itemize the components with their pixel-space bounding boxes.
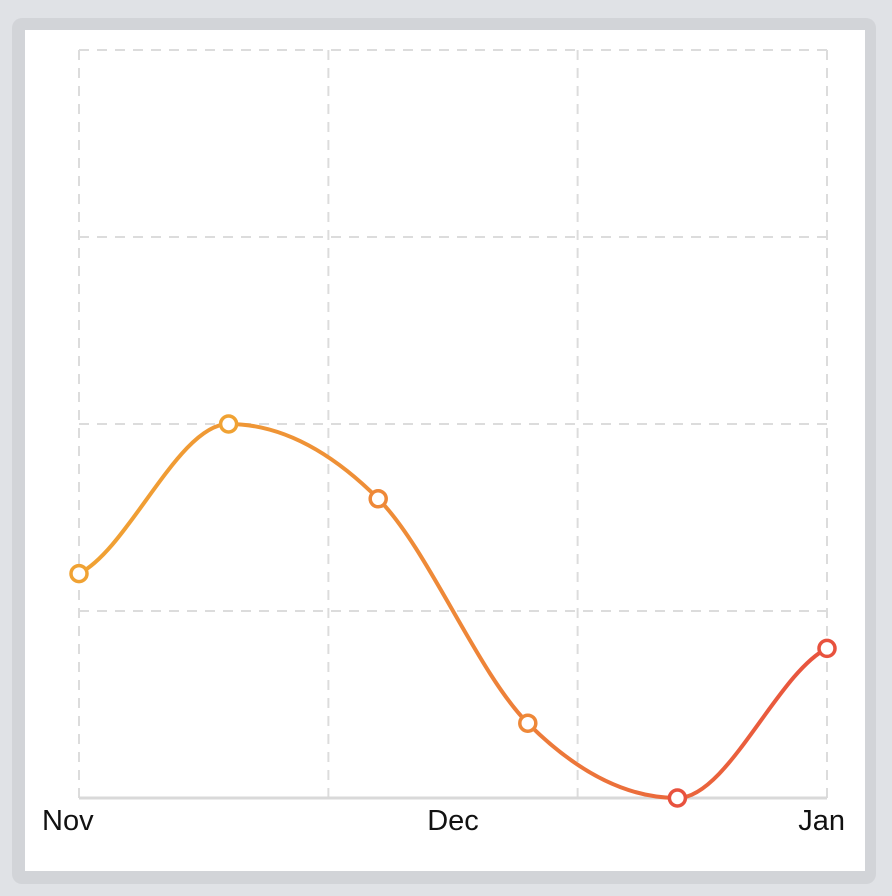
x-tick-label: Nov [42, 805, 94, 837]
data-point-marker [218, 414, 239, 434]
data-point-marker [368, 489, 388, 509]
x-tick-label: Dec [427, 805, 479, 837]
data-point-marker [69, 563, 89, 584]
series-line [77, 422, 829, 800]
data-point-marker [518, 713, 538, 733]
data-point-marker [817, 638, 837, 659]
line-chart [69, 49, 837, 808]
x-tick-label: Jan [798, 805, 845, 837]
data-point-marker [667, 788, 688, 808]
chart-card: Nov Dec Jan [25, 30, 865, 871]
